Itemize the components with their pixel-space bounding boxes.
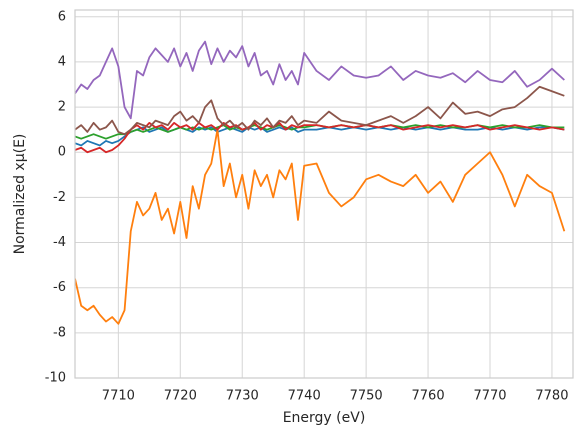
y-tick-label: 0 bbox=[58, 145, 66, 160]
data-line bbox=[75, 40, 565, 120]
y-tick-label: 4 bbox=[58, 54, 66, 69]
y-axis-label: Normalized xμ(E) bbox=[12, 134, 28, 255]
x-tick-label: 7730 bbox=[226, 389, 259, 404]
y-tick-label: 2 bbox=[58, 100, 66, 115]
y-tick-label: -2 bbox=[53, 190, 66, 205]
x-tick-label: 7740 bbox=[288, 389, 321, 404]
x-tick-label: 7780 bbox=[535, 389, 568, 404]
x-tick-label: 7770 bbox=[473, 389, 506, 404]
plot-frame bbox=[74, 9, 574, 379]
x-tick-label: 7710 bbox=[102, 389, 135, 404]
x-tick-label: 7760 bbox=[412, 389, 445, 404]
y-tick-label: -6 bbox=[53, 280, 66, 295]
y-tick-label: 6 bbox=[58, 9, 66, 24]
data-line bbox=[75, 128, 566, 325]
x-axis-label: Energy (eV) bbox=[283, 410, 366, 426]
y-tick-label: -4 bbox=[53, 235, 66, 250]
x-tick-label: 7720 bbox=[164, 389, 197, 404]
x-tick-label: 7750 bbox=[350, 389, 383, 404]
y-tick-label: -8 bbox=[53, 325, 66, 340]
data-line bbox=[75, 85, 565, 136]
y-tick-label: -10 bbox=[45, 371, 66, 386]
data-line bbox=[75, 121, 565, 154]
